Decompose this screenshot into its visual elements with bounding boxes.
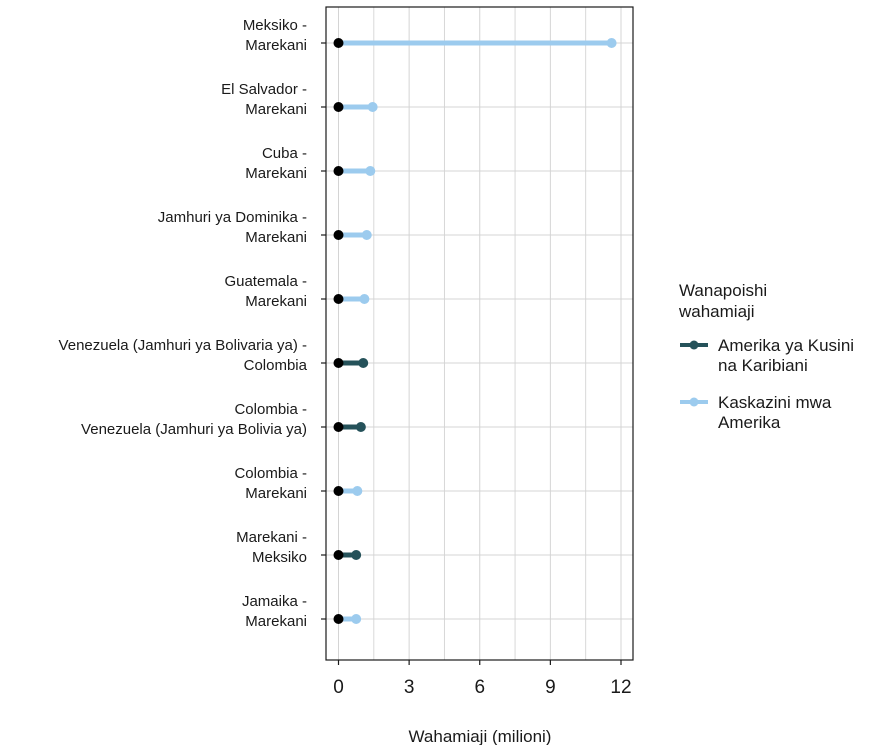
legend-key-point: [689, 397, 699, 407]
category-label: Guatemala -: [224, 273, 307, 290]
x-tick-label: 6: [474, 677, 485, 698]
corridor-value-point: [351, 614, 362, 624]
corridor-start-point: [333, 230, 344, 240]
category-label: Marekani: [245, 613, 307, 630]
corridor-start-point: [333, 614, 344, 624]
category-label: Cuba -: [262, 145, 307, 162]
category-label: Venezuela (Jamhuri ya Bolivaria ya) -: [59, 337, 307, 354]
legend-entry-label: Amerika: [718, 413, 781, 432]
corridor-start-point: [333, 294, 344, 304]
corridor-start-point: [333, 486, 344, 496]
legend-entry-label: na Karibiani: [718, 356, 808, 375]
category-label: Marekani: [245, 165, 307, 182]
category-label: Marekani: [245, 485, 307, 502]
corridor-value-point: [367, 102, 378, 112]
legend-entry-label: Amerika ya Kusini: [718, 336, 854, 355]
corridor-value-point: [606, 38, 617, 48]
corridor-start-point: [333, 166, 344, 176]
category-label: Marekani: [245, 229, 307, 246]
corridor-value-point: [365, 166, 376, 176]
category-label: Meksiko: [252, 549, 307, 566]
legend-title: wahamiaji: [678, 302, 755, 321]
corridor-value-point: [352, 486, 363, 496]
category-label: Marekani: [245, 293, 307, 310]
corridor-value-point: [361, 230, 372, 240]
data-marks: [333, 38, 617, 624]
corridor-start-point: [333, 102, 344, 112]
corridor-value-point: [351, 550, 362, 560]
x-tick-labels: 0 3 6 9 12: [333, 677, 631, 698]
category-labels: Meksiko - Marekani El Salvador - Marekani Cu…: [59, 17, 308, 630]
category-label: Marekani: [245, 37, 307, 54]
category-label: Jamhuri ya Dominika -: [158, 209, 307, 226]
legend-key-point: [689, 340, 699, 350]
category-label: Venezuela (Jamhuri ya Bolivia ya): [81, 421, 307, 438]
category-label: Meksiko -: [243, 17, 307, 34]
legend-title: Wanapoishi: [679, 281, 767, 300]
category-label: Marekani -: [236, 529, 307, 546]
corridor-value-point: [358, 358, 369, 368]
corridor-start-point: [333, 550, 344, 560]
corridor-value-point: [359, 294, 370, 304]
axes: [321, 6, 634, 665]
category-label: Jamaika -: [242, 593, 307, 610]
category-label: Colombia -: [234, 465, 307, 482]
x-tick-label: 3: [404, 677, 415, 698]
category-label: El Salvador -: [221, 81, 307, 98]
x-tick-label: 0: [333, 677, 344, 698]
corridor-value-point: [355, 422, 366, 432]
x-axis-title: Wahamiaji (milioni): [409, 727, 552, 745]
legend-entry-label: Kaskazini mwa: [718, 393, 832, 412]
corridor-start-point: [333, 422, 344, 432]
category-label: Marekani: [245, 101, 307, 118]
category-label: Colombia -: [234, 401, 307, 418]
corridor-start-point: [333, 38, 344, 48]
category-label: Colombia: [244, 357, 308, 374]
corridor-start-point: [333, 358, 344, 368]
x-tick-label: 12: [610, 677, 631, 698]
x-tick-label: 9: [545, 677, 556, 698]
